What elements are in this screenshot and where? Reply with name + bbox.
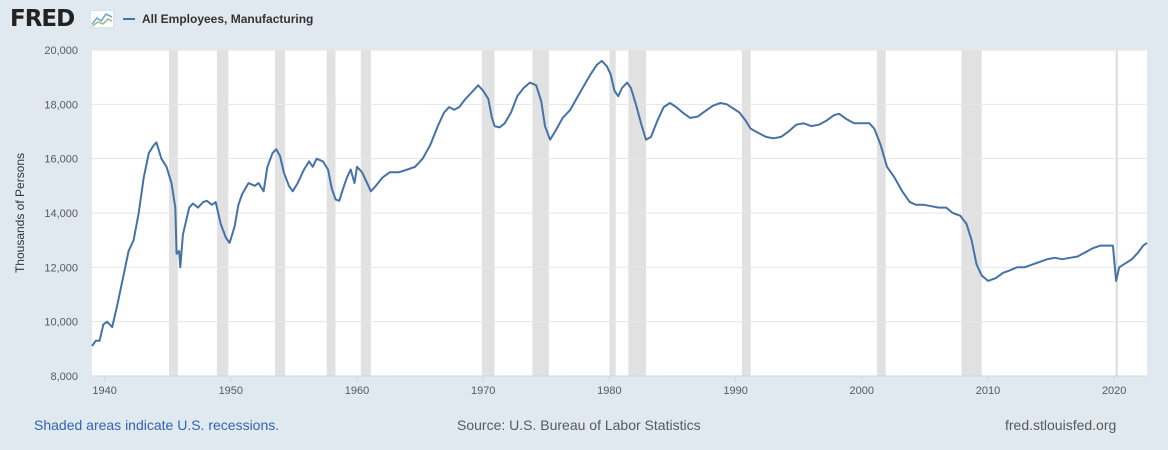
line-chart[interactable]: 8,000 10,000 12,000 14,000 16,000 18,000 20,00… xyxy=(0,40,1168,400)
y-tick-label: 16,000 xyxy=(44,154,78,166)
y-axis-ticks: 8,000 10,000 12,000 14,000 16,000 18,000 20,00… xyxy=(44,45,78,383)
y-axis-label: Thousands of Persons xyxy=(13,153,27,273)
x-tick-label: 2010 xyxy=(976,385,1000,397)
site-link[interactable]: fred.stlouisfed.org xyxy=(1005,417,1117,433)
y-tick-label: 12,000 xyxy=(44,262,78,274)
y-tick-label: 18,000 xyxy=(44,99,78,111)
chart-legend[interactable]: All Employees, Manufacturing xyxy=(123,12,313,26)
legend-label: All Employees, Manufacturing xyxy=(142,12,314,26)
x-tick-label: 1950 xyxy=(219,385,243,397)
y-tick-label: 20,000 xyxy=(44,45,78,57)
series-line[interactable] xyxy=(91,59,1148,347)
fred-graph-icon xyxy=(90,10,114,28)
y-tick-label: 8,000 xyxy=(50,371,78,383)
x-tick-label: 1990 xyxy=(723,385,747,397)
x-axis-ticks: 1940 1950 1960 1970 1980 1990 2000 2010 2020 xyxy=(92,375,1147,397)
x-tick-label: 2020 xyxy=(1102,385,1126,397)
x-tick-label: 1960 xyxy=(345,385,369,397)
source-note: Source: U.S. Bureau of Labor Statistics xyxy=(457,417,701,433)
x-tick-label: 1980 xyxy=(597,385,621,397)
y-tick-label: 10,000 xyxy=(44,317,78,329)
fred-logo[interactable]: FRED xyxy=(10,6,75,32)
x-tick-label: 2000 xyxy=(850,385,874,397)
x-tick-label: 1940 xyxy=(92,385,116,397)
legend-swatch xyxy=(123,18,135,20)
chart-header: FRED All Employees, Manufacturing xyxy=(0,0,1168,40)
x-tick-label: 1970 xyxy=(471,385,495,397)
y-tick-label: 14,000 xyxy=(44,208,78,220)
recessions-note: Shaded areas indicate U.S. recessions. xyxy=(34,417,280,433)
